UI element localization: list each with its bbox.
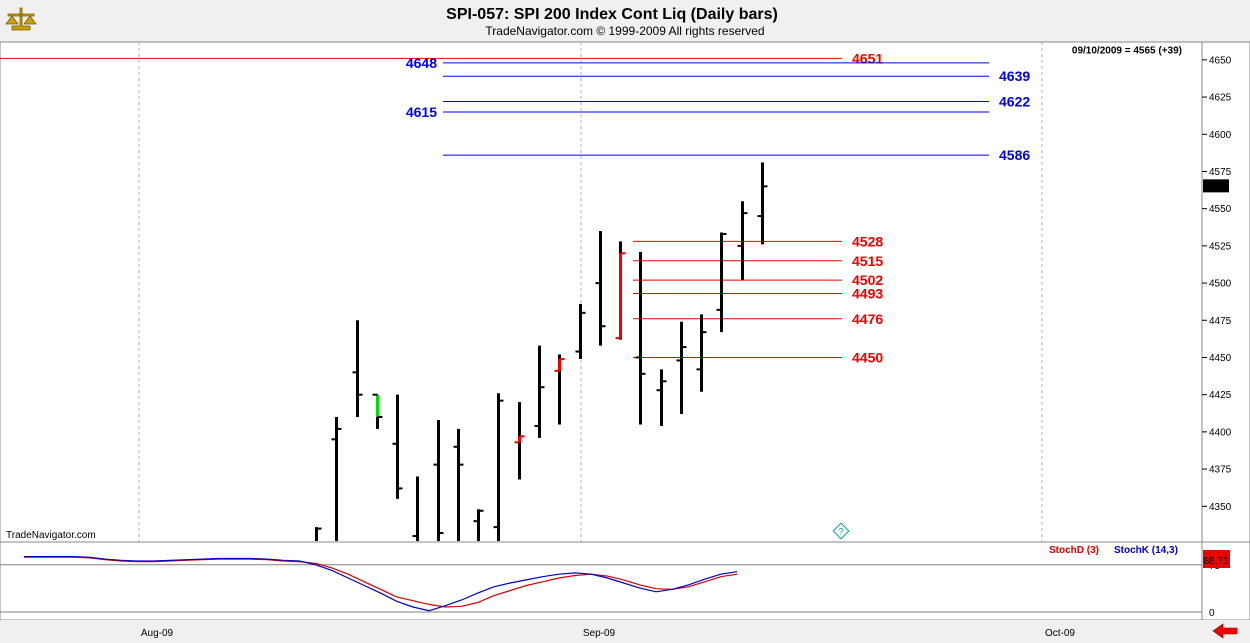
y-tick-label: 4350 [1209, 502, 1232, 513]
left-arrow-icon[interactable] [1212, 623, 1238, 639]
chart-title: SPI-057: SPI 200 Index Cont Liq (Daily b… [446, 6, 778, 23]
x-tick-label: Oct-09 [1045, 628, 1075, 639]
stoch-tick-label: 0 [1209, 608, 1215, 619]
level-label-4515: 4515 [852, 253, 883, 269]
ohlc-bar[interactable] [433, 419, 444, 541]
ohlc-bar[interactable] [453, 428, 464, 541]
y-tick-label: 4525 [1209, 241, 1232, 252]
level-label-4528: 4528 [852, 233, 883, 249]
ohlc-bar[interactable] [575, 303, 586, 359]
help-diamond-icon[interactable]: ? [832, 522, 850, 540]
y-tick-label: 4425 [1209, 390, 1232, 401]
level-label-4493: 4493 [852, 285, 883, 301]
last-price-box [1203, 179, 1229, 193]
last-info: 09/10/2009 = 4565 (+39) [1072, 45, 1182, 56]
y-tick-label: 4400 [1209, 427, 1232, 438]
stoch-legend-d: StochD (3) [1049, 545, 1099, 556]
level-label-4450: 4450 [852, 349, 883, 365]
ohlc-bar[interactable] [493, 393, 504, 541]
y-tick-label: 4575 [1209, 167, 1232, 178]
y-tick-label: 4375 [1209, 465, 1232, 476]
x-tick-label: Sep-09 [583, 628, 616, 639]
logo[interactable] [5, 7, 37, 31]
ohlc-bar[interactable] [315, 527, 322, 541]
last-price-label: 4565 [1205, 182, 1228, 193]
stoch-legend-k: StochK (14,3) [1114, 545, 1178, 556]
ohlc-bar[interactable] [595, 230, 606, 346]
ohlc-bar[interactable] [696, 314, 707, 392]
ohlc-bar[interactable] [514, 402, 525, 480]
ohlc-bar[interactable] [392, 394, 403, 499]
level-label-4622: 4622 [999, 94, 1030, 110]
ohlc-bar[interactable] [615, 241, 626, 340]
scales-icon [5, 7, 37, 31]
y-tick-label: 4600 [1209, 130, 1232, 141]
y-tick-label: 4475 [1209, 316, 1232, 327]
stoch-panel[interactable] [0, 541, 1203, 621]
ohlc-bar[interactable] [716, 232, 727, 333]
level-label-4502: 4502 [852, 272, 883, 288]
level-label-4651: 4651 [852, 50, 883, 66]
stoch-last-box [1203, 550, 1230, 568]
stoch-line-k[interactable] [24, 555, 738, 612]
stoch-last-label: 88.71 [1203, 556, 1228, 567]
y-tick-label: 4625 [1209, 93, 1232, 104]
svg-text:?: ? [838, 527, 843, 537]
y-tick-label: 4500 [1209, 279, 1232, 290]
ohlc-bar[interactable] [635, 251, 646, 425]
ohlc-bar[interactable] [473, 509, 484, 541]
y-tick-label: 4650 [1209, 55, 1232, 66]
watermark: TradeNavigator.com [6, 530, 96, 541]
ohlc-bar[interactable] [412, 476, 419, 541]
price-axis [1201, 41, 1250, 543]
ohlc-bar[interactable] [352, 320, 363, 417]
level-label-4476: 4476 [852, 311, 883, 327]
ohlc-bar[interactable] [676, 321, 687, 415]
ohlc-bar[interactable] [554, 354, 565, 425]
chart-subtitle: TradeNavigator.com © 1999-2009 All right… [485, 24, 764, 38]
level-label-4615: 4615 [406, 104, 437, 120]
ohlc-bar[interactable] [656, 369, 667, 426]
y-tick-label: 4450 [1209, 353, 1232, 364]
level-label-4586: 4586 [999, 147, 1030, 163]
level-label-4648: 4648 [406, 55, 437, 71]
y-tick-label: 4550 [1209, 204, 1232, 215]
ohlc-bar[interactable] [737, 201, 748, 281]
time-axis [0, 620, 1250, 643]
ohlc-bar[interactable] [534, 345, 545, 438]
ohlc-bar[interactable] [757, 162, 768, 245]
ohlc-bar[interactable] [331, 417, 342, 541]
x-tick-label: Aug-09 [141, 628, 174, 639]
ohlc-bar[interactable] [372, 393, 383, 429]
level-label-4639: 4639 [999, 68, 1030, 84]
